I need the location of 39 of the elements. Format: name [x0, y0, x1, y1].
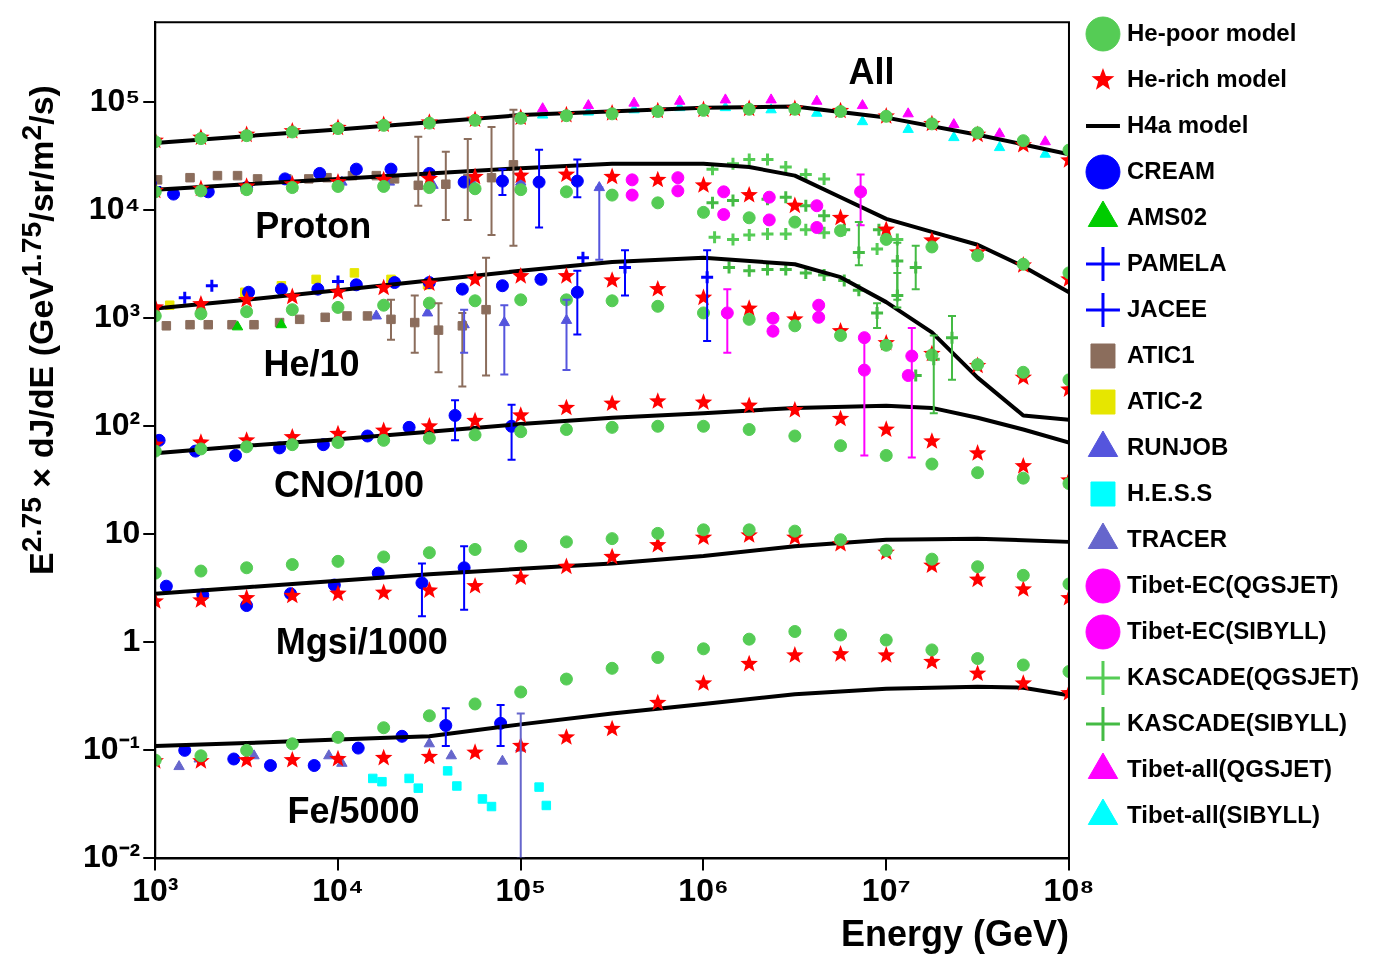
y-tick-label: 10	[104, 514, 141, 551]
legend-label: JACEE	[1126, 294, 1208, 322]
annotation: He/10	[263, 342, 360, 384]
legend-label: Tibet-EC(QGSJET)	[1126, 570, 1339, 598]
legend-label: AMS02	[1126, 202, 1208, 230]
annotation: Proton	[255, 204, 372, 246]
legend-label: KASCADE(SIBYLL)	[1126, 708, 1347, 736]
legend-label: Tibet-EC(SIBYLL)	[1126, 616, 1327, 644]
annotation: Fe/5000	[287, 790, 420, 832]
legend-label: CREAM	[1126, 156, 1215, 184]
x-tick-label: 10³	[132, 872, 179, 909]
y-tick-label: 10⁴	[88, 190, 141, 227]
legend-label: H4a model	[1126, 110, 1249, 138]
legend-label: He-poor model	[1126, 18, 1297, 46]
legend-label: TRACER	[1126, 524, 1227, 552]
x-tick-label: 10⁸	[1043, 872, 1095, 909]
legend-label: He-rich model	[1126, 64, 1288, 92]
annotation: CNO/100	[273, 464, 424, 506]
x-tick-label: 10⁶	[678, 872, 729, 909]
legend-label: ATIC-2	[1126, 386, 1203, 414]
x-axis-title: Energy (GeV)	[840, 913, 1069, 955]
legend-label: Tibet-all(SIBYLL)	[1126, 800, 1320, 828]
y-tick-label: 10⁵	[89, 82, 141, 119]
legend-label: PAMELA	[1126, 248, 1227, 276]
x-tick-label: 10⁴	[312, 872, 364, 909]
legend-label: KASCADE(QGSJET)	[1126, 662, 1360, 690]
annotation: All	[848, 50, 895, 92]
y-tick-label: 1	[122, 622, 141, 659]
y-tick-label: 10⁻¹	[83, 730, 141, 767]
legend-label: Tibet-all(QGSJET)	[1126, 754, 1332, 782]
legend-label: RUNJOB	[1126, 432, 1229, 460]
y-tick-label: 10⁻²	[83, 838, 141, 875]
x-tick-label: 10⁵	[495, 872, 547, 909]
x-tick-label: 10⁷	[861, 872, 911, 909]
legend-label: ATIC1	[1126, 340, 1195, 368]
y-tick-label: 10³	[94, 298, 141, 335]
y-tick-label: 10²	[94, 406, 141, 443]
annotation: Mgsi/1000	[275, 621, 448, 663]
legend-label: H.E.S.S	[1126, 478, 1213, 506]
